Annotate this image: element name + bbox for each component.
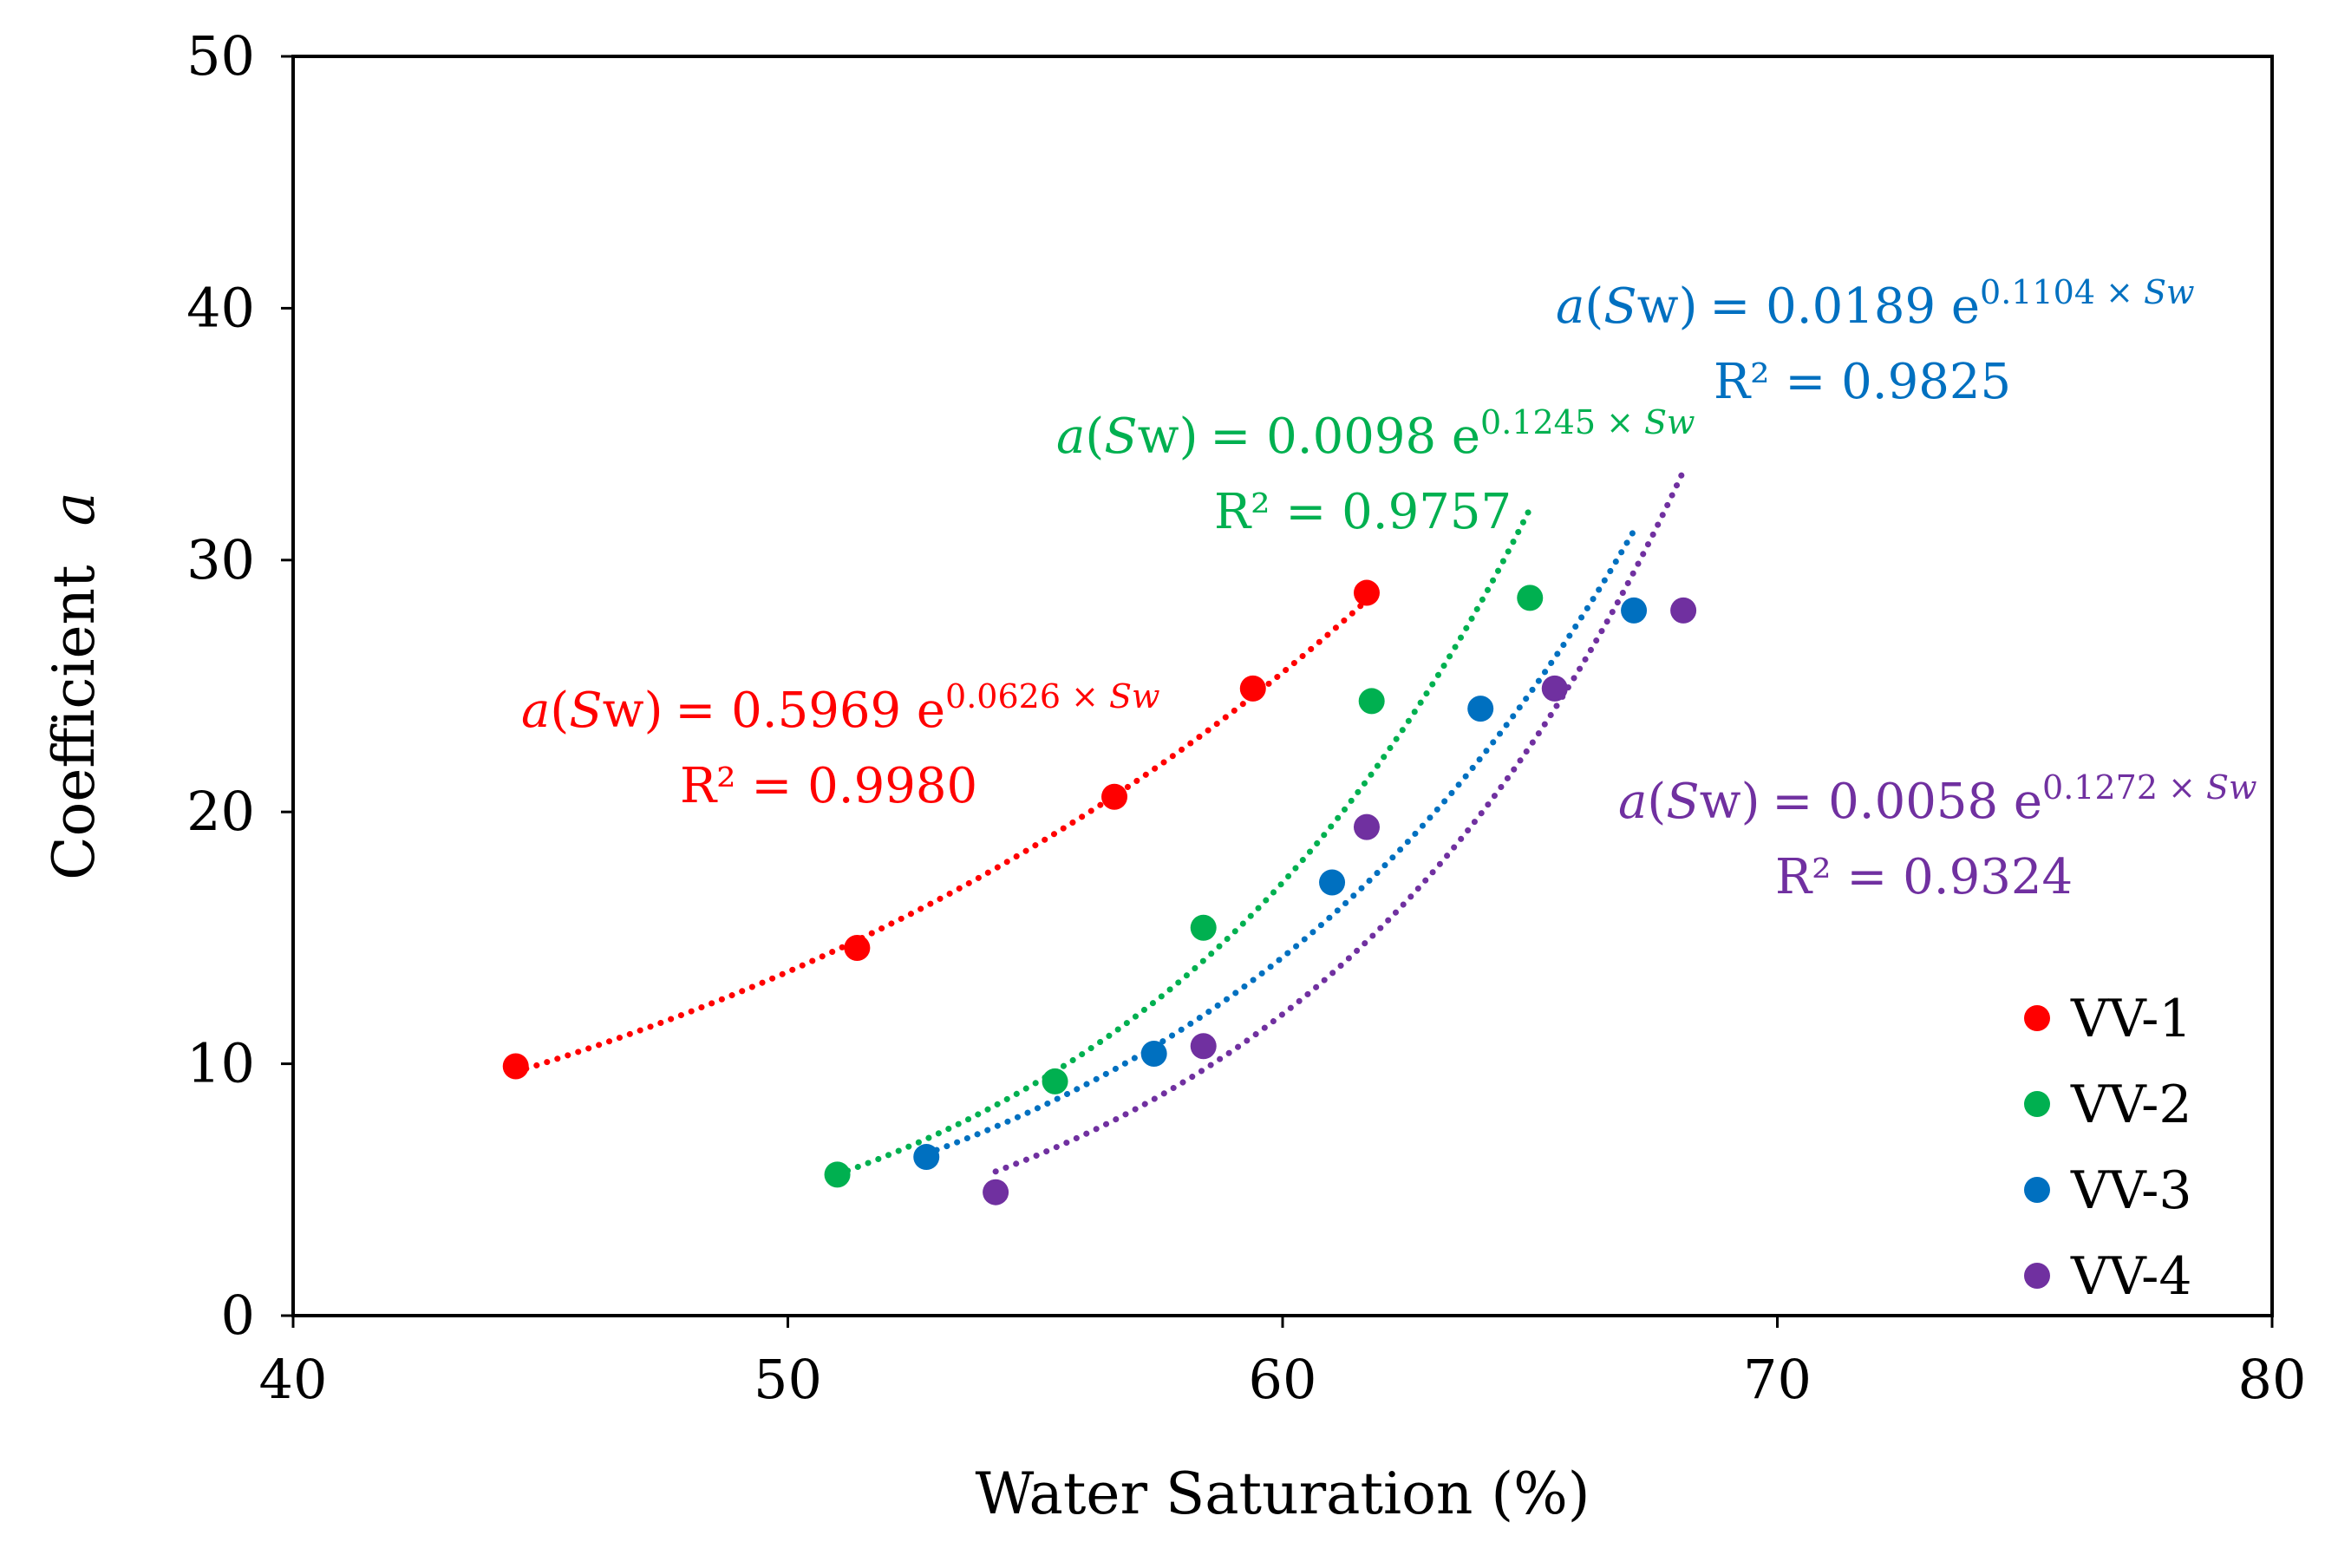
equation-exponent-sw: Sw [2206,768,2257,807]
data-point-vv-4 [1190,1033,1217,1060]
data-point-vv-3 [1621,597,1648,624]
legend-marker-vv-3 [2024,1177,2050,1203]
equation-sw-s: S [569,683,602,739]
data-point-vv-1 [502,1053,529,1080]
trendline-vv-1 [513,597,1370,1075]
equation-sw-w: w [1700,774,1741,830]
equation-var: a [1556,278,1584,335]
y-tick-label: 30 [186,528,255,591]
legend-label-vv-2: VV-2 [2070,1075,2192,1135]
equation-coefficient: = 0.5969 e [675,683,945,739]
legend-marker-vv-2 [2024,1091,2050,1117]
equation-var: a [1056,408,1085,465]
y-tick-label: 20 [186,780,255,843]
equation-sw-w: w [1138,408,1179,465]
data-point-vv-3 [1319,869,1346,896]
equation-coefficient: = 0.0189 e [1709,278,1980,335]
data-point-vv-1 [1101,783,1128,810]
equation-var: a [521,683,550,739]
equation-vv-1: a(Sw) = 0.5969 e0.0626 × Sw [521,677,1160,739]
legend-label-vv-3: VV-3 [2070,1160,2192,1221]
trendlines [513,467,1687,1178]
legend-marker-vv-1 [2024,1005,2050,1031]
equation-vv-3: a(Sw) = 0.0189 e0.1104 × Sw [1556,273,2195,335]
data-point-vv-2 [824,1161,851,1188]
equation-close-paren: ) [1741,774,1760,830]
equation-sw-w: w [603,683,644,739]
equation-sw-w: w [1637,278,1679,335]
data-point-vv-4 [1353,813,1380,840]
x-tick-label: 70 [1743,1348,1812,1411]
r-squared-vv-2: R² = 0.9757 [1214,484,1512,540]
y-axis-title-prefix: Coefficient [41,565,108,879]
data-point-vv-2 [1358,688,1385,715]
r-squared-vv-4: R² = 0.9324 [1775,849,2073,905]
x-tick-label: 60 [1249,1348,1317,1411]
equation-exponent-sw: Sw [1644,403,1695,441]
y-tick-label: 0 [221,1284,255,1347]
data-point-vv-4 [983,1179,1009,1205]
legend-label-vv-1: VV-1 [2070,989,2192,1049]
equation-open-paren: ( [1085,408,1104,465]
data-point-vv-4 [1670,597,1697,624]
equation-exponent-sw: Sw [2144,273,2195,311]
legend-label-vv-4: VV-4 [2070,1246,2192,1307]
data-point-vv-2 [1190,914,1217,941]
equation-close-paren: ) [1179,408,1198,465]
equation-close-paren: ) [644,683,663,739]
equation-vv-2: a(Sw) = 0.0098 e0.1245 × Sw [1056,403,1695,465]
equation-sw-s: S [1603,278,1636,335]
data-point-vv-3 [913,1144,940,1171]
data-point-vv-1 [1239,675,1266,702]
x-tick-label: 80 [2238,1348,2307,1411]
equation-open-paren: ( [550,683,569,739]
y-tick-label: 40 [186,276,255,339]
equation-exponent: 0.0626 × [945,677,1109,715]
trendline-vv-2 [834,505,1533,1178]
x-tick-label: 40 [259,1348,328,1411]
equation-vv-4: a(Sw) = 0.0058 e0.1272 × Sw [1618,768,2257,830]
legend-marker-vv-4 [2024,1263,2050,1289]
legend: VV-1 VV-2 VV-3 VV-4 [2024,989,2192,1307]
data-points [502,579,1697,1205]
data-point-vv-2 [1517,585,1544,611]
data-point-vv-2 [1042,1068,1068,1094]
equation-exponent: 0.1245 × [1480,403,1644,441]
x-tick-label: 50 [754,1348,822,1411]
data-point-vv-1 [844,935,871,962]
equation-open-paren: ( [1647,774,1666,830]
data-point-vv-4 [1541,675,1568,702]
y-axis-title: Coefficient a [41,492,108,880]
equation-sw-s: S [1104,408,1137,465]
trendline-vv-3 [923,527,1637,1157]
equation-coefficient: = 0.0098 e [1210,408,1480,465]
y-tick-label: 50 [186,24,255,88]
y-axis-title-var: a [41,492,108,526]
r-squared-vv-1: R² = 0.9980 [680,758,977,814]
equation-coefficient: = 0.0058 e [1772,774,2042,830]
trendline-vv-4 [992,467,1687,1175]
x-axis-title: Water Saturation (%) [975,1460,1590,1527]
equation-exponent: 0.1104 × [1980,273,2144,311]
r-squared-vv-3: R² = 0.9825 [1714,354,2011,410]
equation-sw-s: S [1666,774,1699,830]
data-point-vv-1 [1353,579,1380,606]
equation-exponent: 0.1272 × [2042,768,2206,807]
equation-close-paren: ) [1679,278,1698,335]
y-tick-label: 10 [186,1032,255,1095]
equation-exponent-sw: Sw [1109,677,1160,715]
x-axis-ticks: 40 50 60 70 80 [259,1316,2307,1411]
equation-var: a [1618,774,1647,830]
data-point-vv-3 [1140,1040,1167,1067]
y-axis-ticks: 0 10 20 30 40 50 [186,24,293,1347]
data-point-vv-3 [1467,696,1494,722]
equation-open-paren: ( [1584,278,1603,335]
